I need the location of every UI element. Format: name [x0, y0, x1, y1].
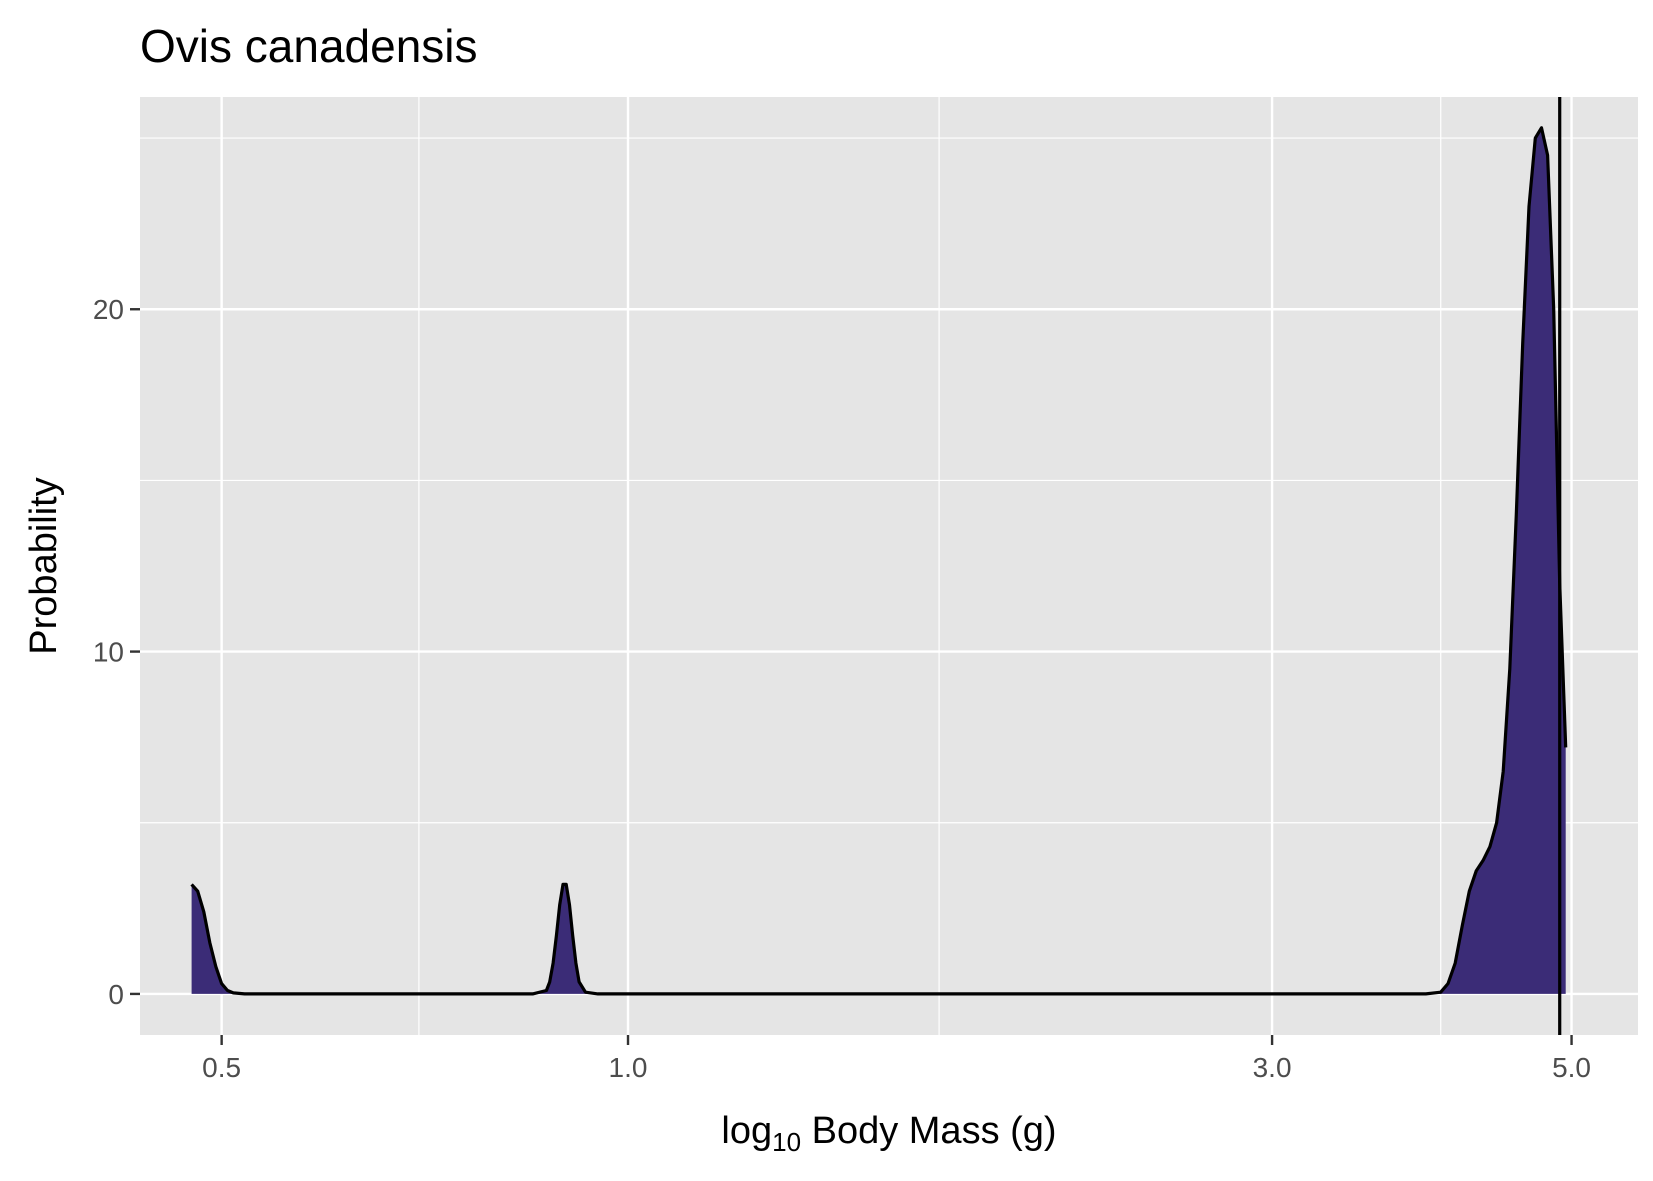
y-tick-label: 0 — [108, 979, 124, 1010]
x-tick-label: 1.0 — [609, 1052, 648, 1083]
y-axis-title: Probability — [23, 477, 65, 654]
y-tick-label: 20 — [93, 294, 124, 325]
x-axis-title-base: log — [721, 1110, 772, 1152]
x-axis-title-subscript: 10 — [772, 1127, 801, 1157]
density-series — [190, 97, 1568, 1035]
plot-panel — [140, 97, 1638, 1035]
density-line — [190, 126, 1568, 996]
chart-title: Ovis canadensis — [140, 20, 478, 72]
x-axis-title: log10 Body Mass (g) — [721, 1110, 1056, 1157]
axis-ticks: 0 10 20 0.5 1.0 3.0 5.0 — [93, 294, 1591, 1083]
y-tick-label: 10 — [93, 637, 124, 668]
x-axis-title-rest: Body Mass (g) — [801, 1110, 1057, 1152]
x-tick-label: 3.0 — [1253, 1052, 1292, 1083]
grid-minor — [140, 97, 1638, 1035]
x-tick-label: 0.5 — [202, 1052, 241, 1083]
x-tick-label: 5.0 — [1552, 1052, 1591, 1083]
